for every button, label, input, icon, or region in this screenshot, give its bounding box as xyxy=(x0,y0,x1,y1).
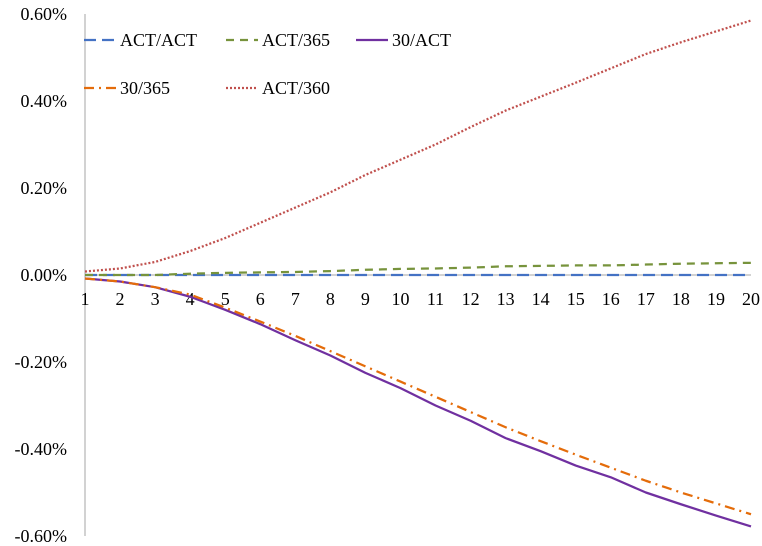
y-tick-label: 0.00% xyxy=(21,265,68,285)
x-tick-label: 6 xyxy=(256,289,265,309)
legend: ACT/ACT ACT/365 30/ACT 30/365 ACT/360 xyxy=(84,30,451,98)
legend-label: ACT/360 xyxy=(262,78,330,98)
x-tick-label: 11 xyxy=(427,289,444,309)
y-tick-label: -0.40% xyxy=(15,439,68,459)
x-tick-label: 5 xyxy=(221,289,230,309)
x-tick-label: 7 xyxy=(291,289,300,309)
y-tick-label: -0.20% xyxy=(15,352,68,372)
y-axis: -0.60% -0.40% -0.20% 0.00% 0.20% 0.40% 0.60% xyxy=(15,4,86,546)
series-line-30-act xyxy=(84,277,752,528)
series-line-30-365 xyxy=(84,277,752,516)
x-tick-label: 1 xyxy=(81,289,90,309)
x-tick-label: 4 xyxy=(186,289,195,309)
legend-item-30-act: 30/ACT xyxy=(356,30,451,50)
y-tick-label: -0.60% xyxy=(15,526,68,546)
legend-label: ACT/365 xyxy=(262,30,330,50)
y-tick-label: 0.60% xyxy=(21,4,68,24)
x-tick-label: 12 xyxy=(462,289,480,309)
y-tick-label: 0.20% xyxy=(21,178,68,198)
x-tick-label: 16 xyxy=(602,289,620,309)
x-tick-label: 15 xyxy=(567,289,585,309)
x-tick-label: 14 xyxy=(532,289,550,309)
series-line-act-365 xyxy=(85,261,752,277)
y-tick-label: 0.40% xyxy=(21,91,68,111)
x-tick-label: 18 xyxy=(672,289,690,309)
legend-label: 30/ACT xyxy=(392,30,451,50)
legend-item-act-360: ACT/360 xyxy=(226,78,330,98)
x-tick-label: 20 xyxy=(742,289,760,309)
x-axis: 1 2 3 4 5 6 7 8 9 10 11 12 13 14 15 16 17 18 19 20 xyxy=(81,274,760,309)
x-tick-label: 8 xyxy=(326,289,335,309)
x-tick-label: 19 xyxy=(707,289,725,309)
x-tick-label: 3 xyxy=(151,289,160,309)
legend-label: 30/365 xyxy=(120,78,170,98)
x-tick-label: 9 xyxy=(361,289,370,309)
legend-item-30-365: 30/365 xyxy=(84,78,170,98)
legend-label: ACT/ACT xyxy=(120,30,197,50)
x-tick-label: 2 xyxy=(116,289,125,309)
x-tick-label: 17 xyxy=(637,289,655,309)
series-lines xyxy=(84,19,752,528)
legend-item-act-act: ACT/ACT xyxy=(84,30,197,50)
legend-item-act-365: ACT/365 xyxy=(226,30,330,50)
series-line-act-360 xyxy=(84,19,752,273)
x-tick-label: 10 xyxy=(391,289,409,309)
x-tick-label: 13 xyxy=(497,289,515,309)
